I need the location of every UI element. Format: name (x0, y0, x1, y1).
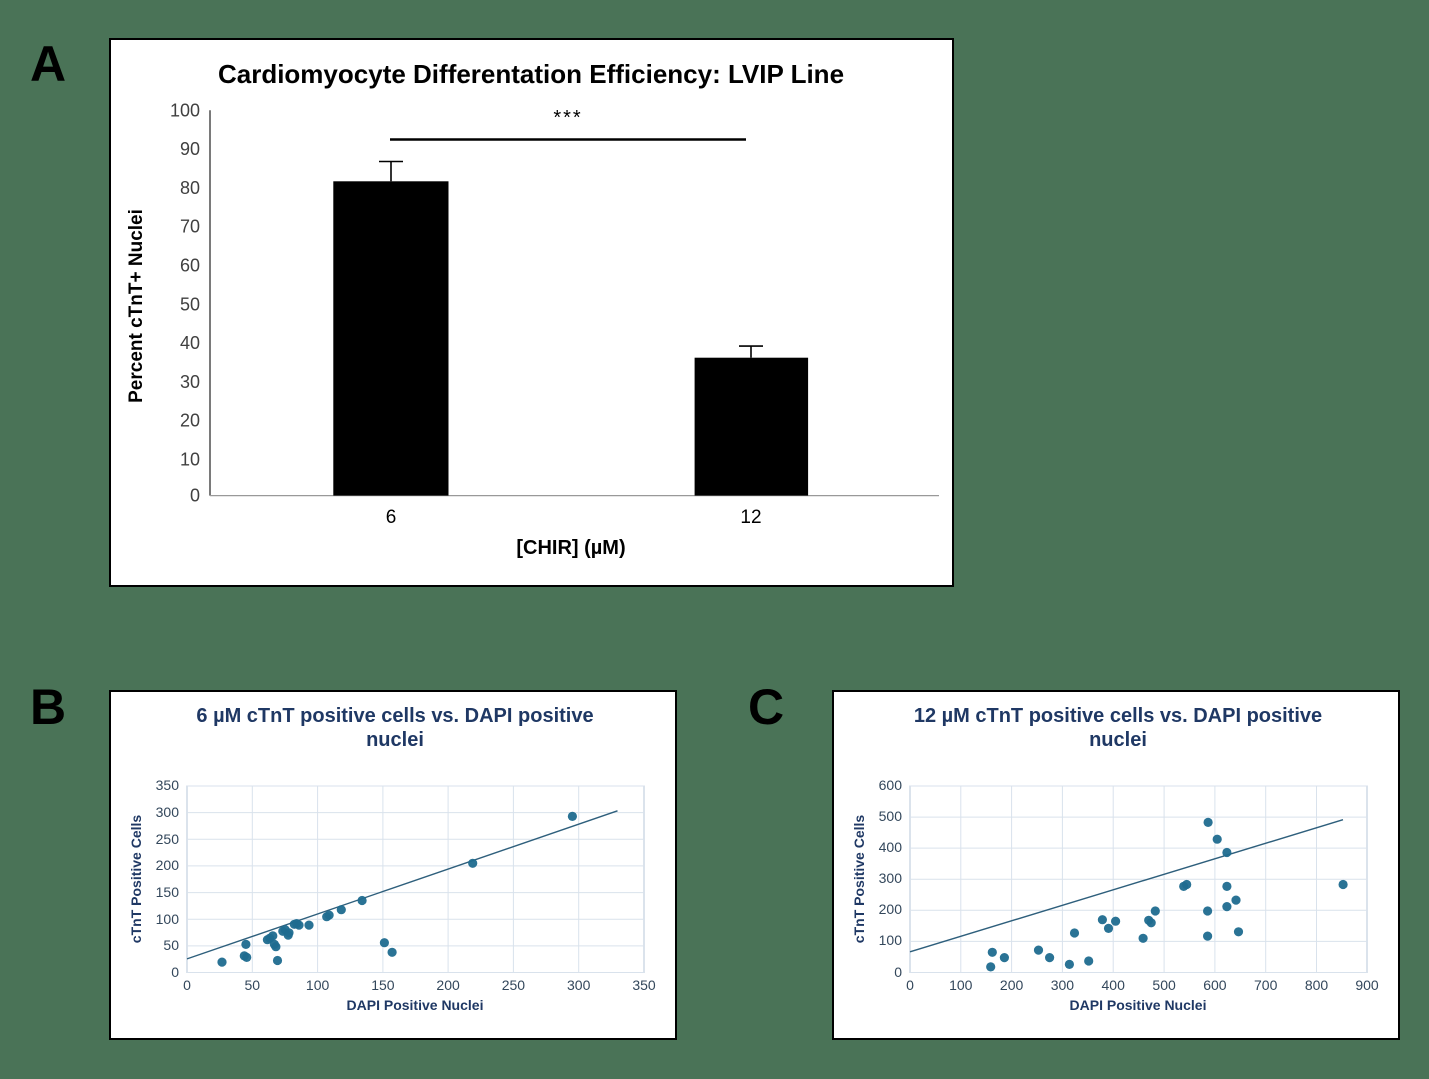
svg-text:350: 350 (632, 977, 656, 993)
svg-text:0: 0 (171, 964, 179, 980)
svg-text:200: 200 (436, 977, 460, 993)
svg-text:cTnT Positive Cells: cTnT Positive Cells (128, 815, 144, 944)
svg-text:40: 40 (180, 333, 200, 353)
svg-text:250: 250 (156, 831, 180, 847)
svg-text:200: 200 (156, 857, 180, 873)
svg-text:6 µM cTnT positive cells vs. D: 6 µM cTnT positive cells vs. DAPI positi… (196, 705, 593, 727)
svg-text:0: 0 (906, 977, 914, 993)
svg-text:400: 400 (1102, 977, 1126, 993)
svg-text:500: 500 (1152, 977, 1176, 993)
svg-text:nuclei: nuclei (1089, 729, 1147, 751)
svg-text:350: 350 (156, 777, 180, 793)
svg-text:50: 50 (163, 937, 179, 953)
svg-text:50: 50 (245, 977, 261, 993)
svg-text:60: 60 (180, 256, 200, 276)
svg-text:cTnT Positive Cells: cTnT Positive Cells (851, 815, 867, 944)
svg-text:250: 250 (502, 977, 526, 993)
svg-text:[CHIR] (µM): [CHIR] (µM) (516, 537, 625, 559)
svg-text:300: 300 (567, 977, 591, 993)
svg-text:6: 6 (386, 507, 397, 528)
svg-text:100: 100 (170, 101, 200, 121)
svg-text:500: 500 (879, 808, 903, 824)
svg-text:150: 150 (156, 884, 180, 900)
svg-text:DAPI Positive Nuclei: DAPI Positive Nuclei (347, 997, 484, 1013)
svg-text:50: 50 (180, 294, 200, 314)
svg-text:0: 0 (894, 964, 902, 980)
svg-text:800: 800 (1305, 977, 1329, 993)
svg-text:90: 90 (180, 139, 200, 159)
svg-text:100: 100 (949, 977, 973, 993)
svg-text:Percent cTnT+ Nuclei: Percent cTnT+ Nuclei (126, 209, 147, 403)
svg-text:30: 30 (180, 372, 200, 392)
svg-text:700: 700 (1254, 977, 1278, 993)
svg-text:nuclei: nuclei (366, 729, 424, 751)
svg-text:100: 100 (306, 977, 330, 993)
svg-text:100: 100 (156, 911, 180, 927)
svg-text:300: 300 (156, 804, 180, 820)
svg-text:12 µM cTnT positive cells vs.: 12 µM cTnT positive cells vs. DAPI posit… (914, 705, 1322, 727)
svg-text:Cardiomyocyte Differentation E: Cardiomyocyte Differentation Efficiency:… (218, 59, 844, 89)
svg-text:400: 400 (879, 839, 903, 855)
svg-text:150: 150 (371, 977, 395, 993)
svg-text:900: 900 (1355, 977, 1379, 993)
svg-text:600: 600 (1203, 977, 1227, 993)
svg-text:200: 200 (1000, 977, 1024, 993)
svg-text:300: 300 (1051, 977, 1075, 993)
svg-text:0: 0 (190, 486, 200, 506)
svg-text:10: 10 (180, 450, 200, 470)
svg-text:12: 12 (740, 507, 761, 528)
svg-text:300: 300 (879, 870, 903, 886)
svg-text:100: 100 (879, 932, 903, 948)
svg-text:DAPI Positive Nuclei: DAPI Positive Nuclei (1070, 997, 1207, 1013)
svg-text:80: 80 (180, 178, 200, 198)
svg-text:***: *** (553, 107, 582, 129)
svg-text:600: 600 (879, 777, 903, 793)
svg-text:0: 0 (183, 977, 191, 993)
svg-text:70: 70 (180, 217, 200, 237)
svg-text:200: 200 (879, 901, 903, 917)
svg-text:20: 20 (180, 411, 200, 431)
